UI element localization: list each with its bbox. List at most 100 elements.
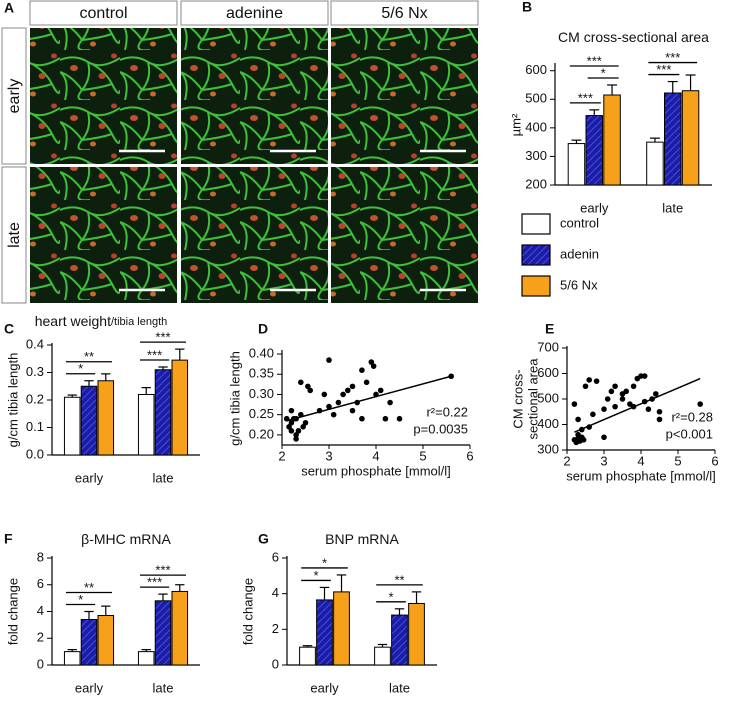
point: [298, 379, 304, 386]
point: [590, 411, 596, 418]
y-tick-label: 0.40: [249, 345, 274, 360]
significance-label: ***: [665, 50, 680, 65]
x-tick-label: early: [310, 680, 339, 695]
bar: [171, 359, 189, 456]
point: [641, 373, 648, 379]
point: [656, 416, 663, 423]
point: [653, 391, 659, 397]
point: [288, 428, 295, 434]
y-tick-label: 0: [37, 656, 44, 671]
x-tick-label: 6: [466, 448, 473, 463]
panel-label: E: [545, 321, 554, 337]
column-header-box: [180, 0, 329, 26]
bar: [664, 92, 682, 186]
point: [656, 408, 663, 415]
x-tick-label: late: [662, 200, 683, 215]
row-header-box: [1, 27, 27, 165]
point: [363, 379, 370, 386]
micrograph: [30, 167, 177, 303]
chart-title-main: β-MHC mRNA: [81, 531, 171, 547]
point: [377, 387, 384, 394]
x-tick-label: 2: [563, 453, 570, 468]
column-header-box: [29, 0, 178, 26]
point: [349, 383, 356, 390]
bar: [333, 591, 350, 666]
y-axis-label: CM cross-: [510, 369, 525, 428]
y-tick-label: 400: [537, 416, 559, 431]
chart-title: β-MHC mRNA: [81, 531, 171, 547]
bar: [391, 614, 408, 666]
x-tick-label: 4: [372, 448, 379, 463]
point: [293, 432, 299, 438]
point: [359, 367, 365, 373]
y-tick-label: 300: [525, 148, 547, 163]
row-header: late: [6, 222, 23, 248]
significance-label: ***: [155, 563, 170, 578]
legend-label: 5/6 Nx: [560, 277, 598, 292]
point: [630, 383, 637, 390]
point: [359, 415, 365, 422]
bar: [97, 380, 115, 456]
y-tick-label: 500: [537, 390, 559, 405]
point: [307, 387, 314, 394]
significance-label: ***: [578, 90, 593, 105]
annotation: r²=0.28: [671, 409, 713, 424]
point: [345, 387, 351, 394]
x-tick-label: 5: [674, 453, 681, 468]
y-axis-label: g/cm tibia length: [227, 351, 242, 446]
chart-title-suffix: /tibia length: [111, 316, 167, 328]
bar: [80, 619, 98, 666]
micrograph: [181, 167, 328, 303]
significance-label: ***: [147, 575, 162, 590]
significance-label: **: [84, 349, 94, 364]
point: [293, 436, 299, 442]
legend-swatch: [521, 213, 551, 235]
point: [330, 411, 337, 418]
y-tick-label: 400: [525, 119, 547, 134]
y-axis-label: sectional area: [525, 358, 540, 440]
significance-label: **: [394, 572, 404, 587]
row-header-box: [1, 166, 27, 304]
chart-title-main: CM cross-sectional area: [558, 29, 709, 45]
point: [368, 359, 375, 365]
point: [697, 401, 703, 407]
x-tick-label: early: [75, 470, 104, 485]
point: [601, 406, 607, 413]
point: [305, 383, 311, 390]
micrograph: [331, 167, 478, 303]
y-axis-label: µm²: [508, 113, 523, 136]
y-tick-label: 0.35: [249, 366, 274, 381]
y-tick-label: 2: [272, 621, 279, 636]
significance-label: *: [388, 589, 393, 604]
significance-label: ***: [155, 330, 170, 345]
point: [571, 401, 578, 407]
x-tick-label: late: [153, 680, 174, 695]
y-tick-label: 300: [537, 441, 559, 456]
x-tick-label: early: [580, 200, 609, 215]
bar: [137, 394, 155, 456]
y-tick-label: 0.30: [249, 386, 274, 401]
point: [619, 396, 626, 402]
significance-label: *: [601, 65, 606, 80]
legend-swatch: [521, 244, 551, 266]
point: [608, 388, 615, 395]
bar: [681, 90, 700, 186]
point: [645, 406, 652, 413]
significance-label: ***: [147, 347, 162, 362]
point: [288, 407, 295, 414]
chart-title: BNP mRNA: [325, 531, 399, 547]
panel-label: F: [4, 531, 13, 547]
point: [582, 383, 589, 390]
point: [300, 424, 306, 430]
y-tick-label: 6: [272, 549, 279, 564]
y-tick-label: 0.3: [26, 364, 44, 379]
point: [302, 419, 309, 426]
significance-label: *: [322, 555, 327, 570]
y-tick-label: 200: [525, 176, 547, 191]
y-tick-label: 600: [537, 365, 559, 380]
significance-label: *: [78, 592, 83, 607]
point: [382, 415, 389, 422]
y-tick-label: 0.1: [26, 419, 44, 434]
x-tick-label: 3: [600, 453, 607, 468]
